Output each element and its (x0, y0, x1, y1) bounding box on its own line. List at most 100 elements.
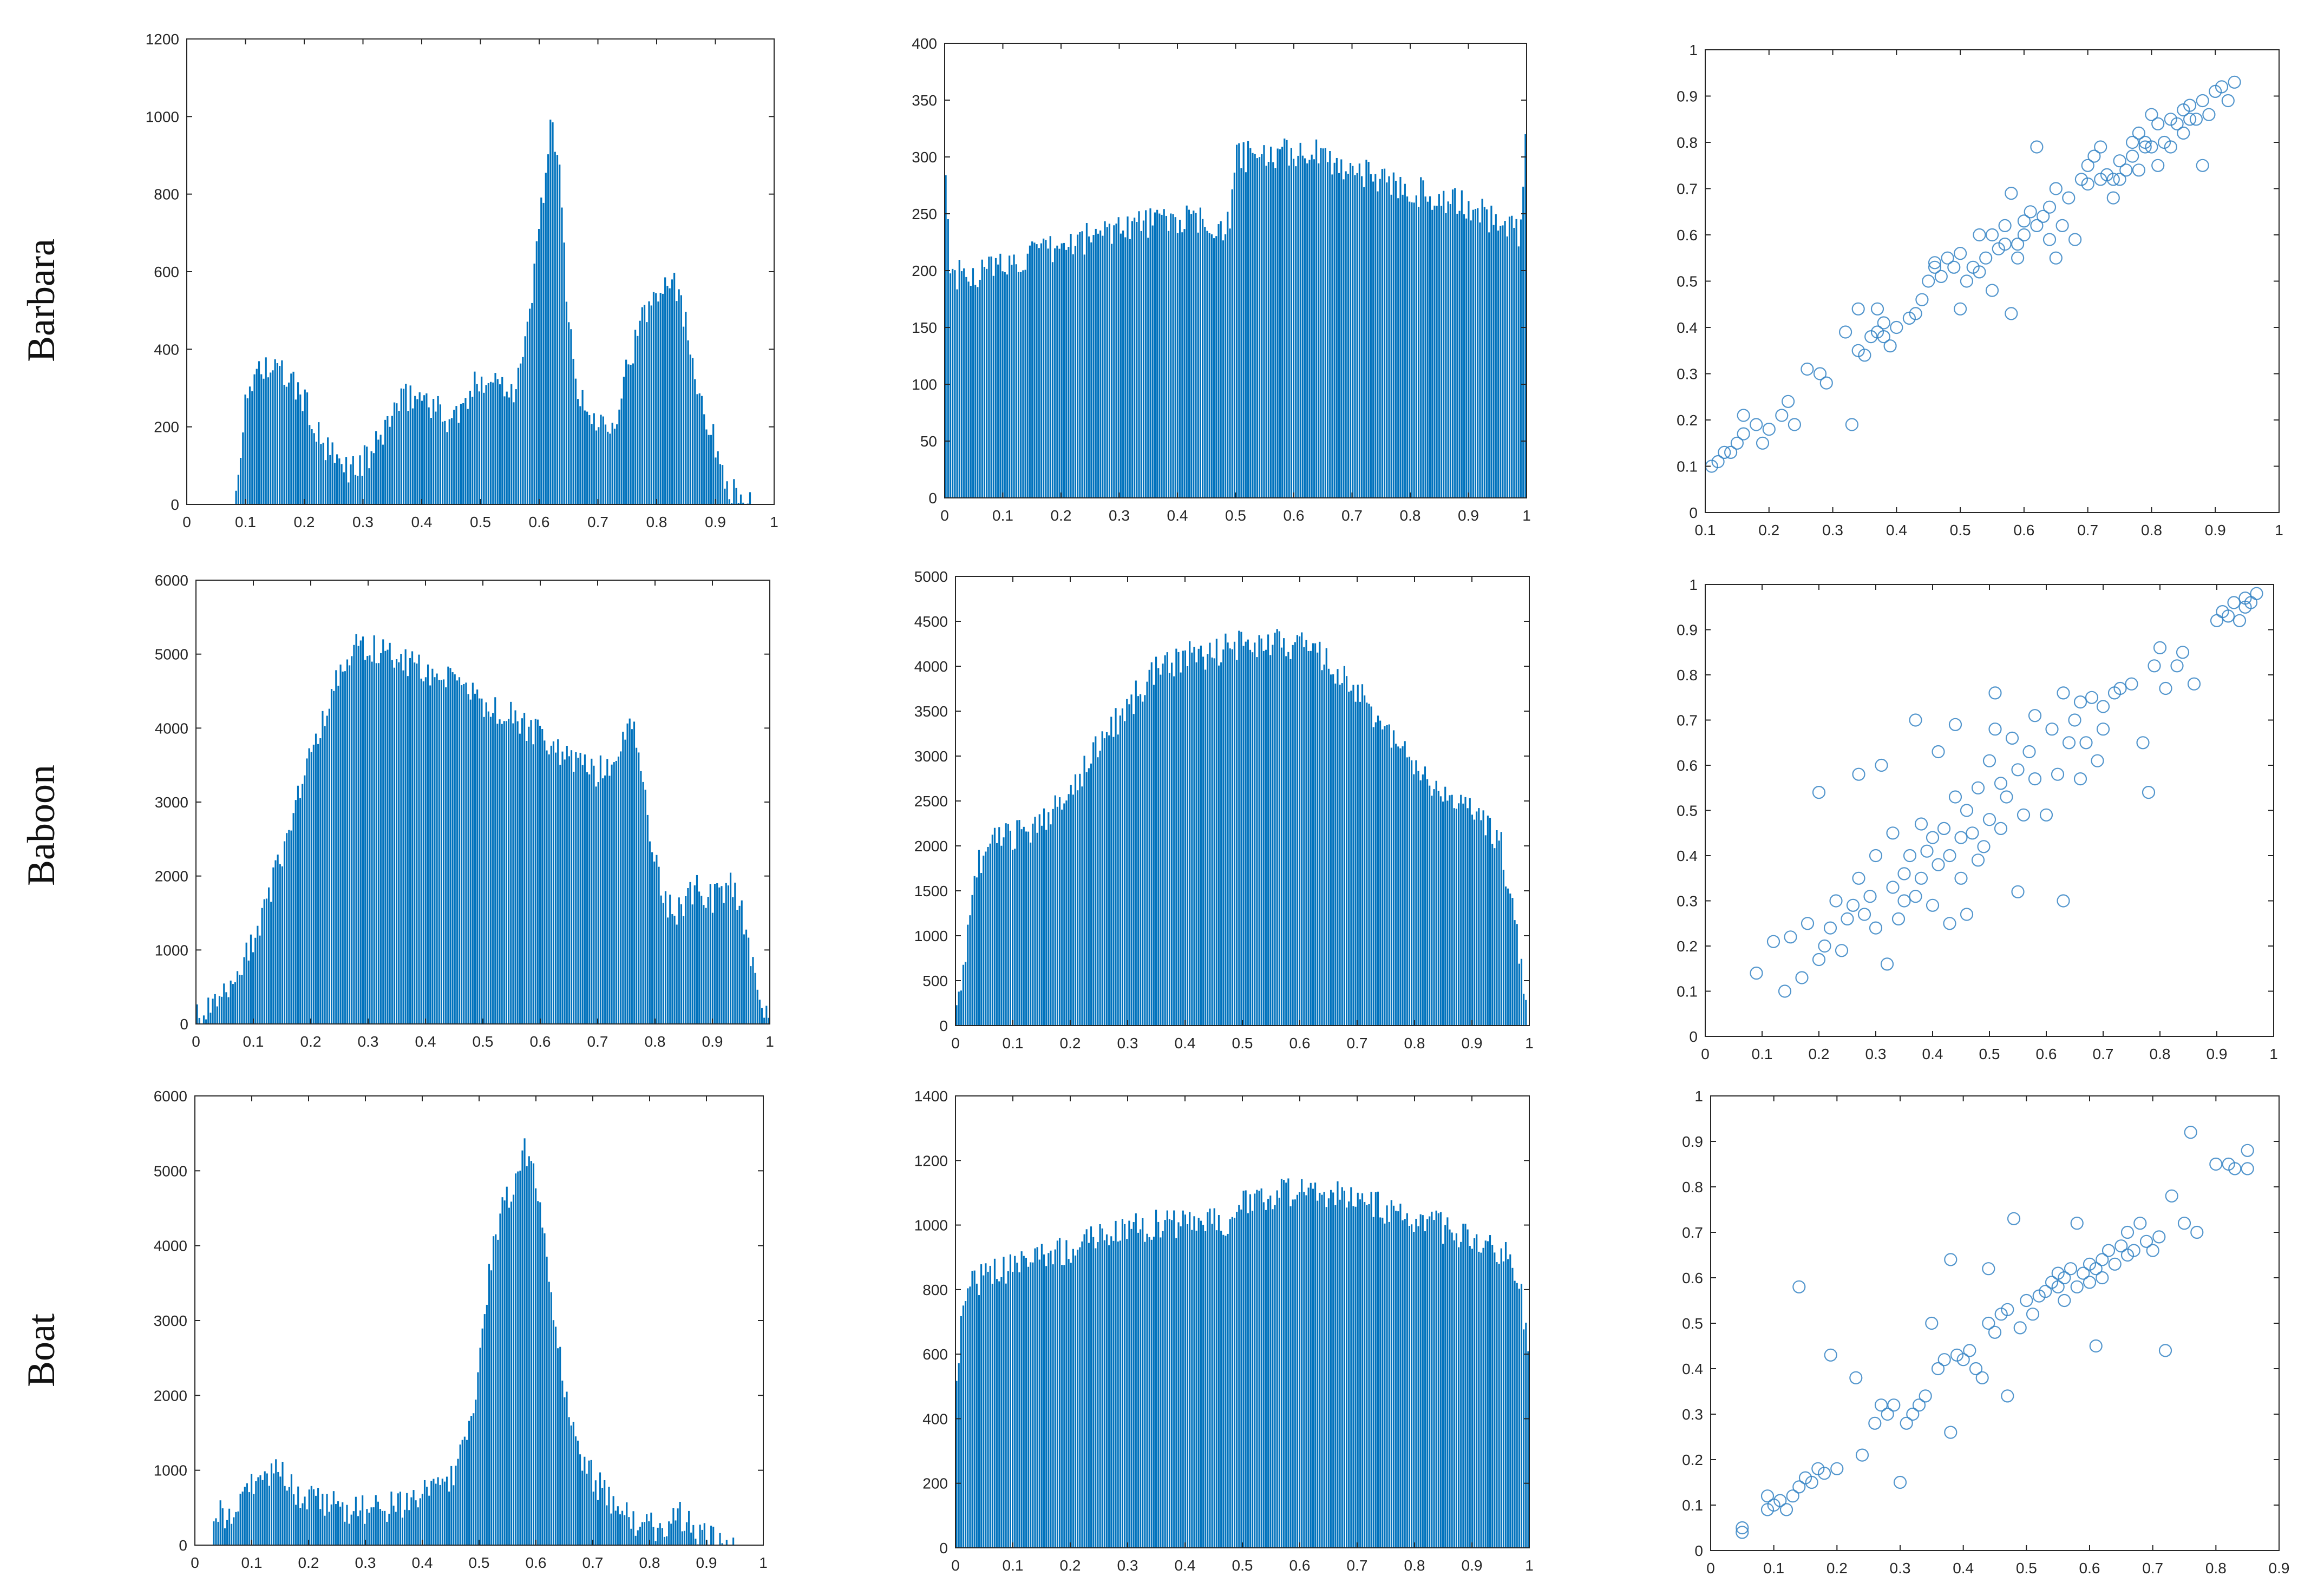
scatter-point (2120, 1225, 2135, 1239)
x-tick-label: 1 (1525, 1035, 1534, 1052)
histogram-bar (1173, 676, 1175, 1026)
histogram-bar (1245, 1190, 1247, 1548)
histogram-bar (694, 379, 696, 504)
histogram-bar (322, 1494, 324, 1545)
histogram-bar (359, 1510, 362, 1545)
histogram-bar (1372, 181, 1374, 498)
histogram-bar (734, 882, 736, 1024)
histogram-bar (989, 1265, 991, 1548)
histogram-bar (438, 680, 440, 1024)
scatter-point (1801, 362, 1814, 376)
histogram-bar (506, 391, 508, 504)
histogram-bar (685, 312, 687, 504)
histogram-bar (1340, 159, 1343, 498)
scatter-point (2096, 700, 2110, 713)
histogram-bar (1500, 226, 1502, 498)
histogram-bar (476, 689, 479, 1024)
histogram-bar (557, 1348, 559, 1545)
scatter-point (1956, 1353, 1970, 1367)
histogram-bar (472, 397, 474, 504)
x-tick-label: 0.5 (1232, 1035, 1253, 1052)
histogram-bar (1247, 141, 1249, 498)
histogram-bar (691, 904, 693, 1024)
histogram-bar (1137, 1232, 1140, 1548)
histogram-bar (1036, 244, 1038, 498)
histogram-bar (1031, 241, 1033, 498)
histogram-bar (1411, 1224, 1413, 1548)
histogram-bar (646, 322, 648, 504)
histogram-bar (393, 667, 396, 1024)
y-tick-label: 0.6 (1682, 1270, 1703, 1286)
histogram-bar (630, 364, 632, 504)
histogram-bar (1517, 246, 1520, 498)
histogram-bar (640, 771, 642, 1024)
scatter-point (1960, 274, 1973, 288)
scatter-point (2039, 1285, 2052, 1298)
histogram-bar (1522, 186, 1524, 498)
histogram-bar (1049, 236, 1051, 498)
scatter-point (1969, 1362, 1983, 1376)
histogram-bar (1361, 684, 1364, 1026)
histogram-bar (310, 1486, 312, 1545)
histogram-bar (1249, 148, 1252, 498)
histogram-bar (668, 1521, 670, 1545)
histogram-bar (1386, 182, 1388, 498)
histogram-bar (1177, 652, 1180, 1026)
histogram-bar (625, 359, 627, 504)
histogram-bar (1508, 216, 1511, 498)
histogram-bar (1417, 1226, 1419, 1548)
histogram-bar (599, 755, 601, 1024)
histogram-bar (402, 670, 404, 1024)
histogram-bar (667, 917, 669, 1024)
histogram-bar (1384, 726, 1386, 1026)
histogram-bar (277, 855, 279, 1024)
histogram-bar (1364, 1201, 1366, 1548)
histogram-bar (1370, 1192, 1372, 1548)
x-tick-label: 0 (951, 1557, 960, 1574)
histogram-bar (637, 1530, 639, 1545)
y-tick-label: 0.3 (1677, 366, 1698, 383)
y-tick-label: 200 (154, 419, 179, 436)
histogram-bar (591, 758, 593, 1024)
histogram-bar (1171, 1220, 1173, 1548)
histogram-bar (1227, 642, 1229, 1026)
histogram-bar (648, 301, 650, 504)
histogram-bar (1379, 1217, 1382, 1548)
histogram-bar (1409, 201, 1411, 498)
histogram-bar (590, 1460, 592, 1545)
histogram-bar (604, 775, 606, 1024)
scatter-point (1875, 758, 1888, 772)
scatter-point (2126, 149, 2139, 163)
histogram-bar (608, 1487, 610, 1545)
y-tick-label: 0.5 (1677, 803, 1698, 819)
y-tick-label: 0 (939, 1017, 948, 1034)
histogram-bar (1449, 203, 1451, 498)
histogram-bar (979, 279, 981, 498)
histogram-bar (1117, 734, 1119, 1026)
histogram-bar (738, 905, 741, 1024)
histogram-bar (1274, 168, 1276, 498)
histogram-bar (1135, 680, 1137, 1026)
histogram-bar (1015, 264, 1017, 498)
histogram-bar (1489, 818, 1491, 1026)
histogram-bar (257, 1477, 259, 1545)
scatter-point (1909, 713, 1922, 727)
histogram-bar (1474, 208, 1477, 498)
histogram-bar (1497, 231, 1500, 498)
histogram-bar (1310, 1183, 1312, 1548)
x-tick-label: 0 (191, 1554, 199, 1571)
histogram-bar (1312, 643, 1314, 1026)
histogram-bar (1515, 219, 1517, 498)
histogram-bar (448, 1491, 450, 1545)
histogram-bar (1005, 1283, 1007, 1548)
histogram-bar (682, 326, 685, 504)
y-tick-label: 1200 (146, 31, 179, 48)
histogram-bar (417, 1507, 419, 1545)
y-tick-label: 4500 (914, 613, 948, 630)
y-tick-label: 200 (912, 262, 937, 279)
scatter-point (1919, 1389, 1932, 1403)
histogram-bar (1183, 229, 1186, 498)
scatter-point (1954, 247, 1967, 260)
histogram-bar (1126, 1239, 1128, 1548)
histogram-bar (669, 288, 671, 504)
